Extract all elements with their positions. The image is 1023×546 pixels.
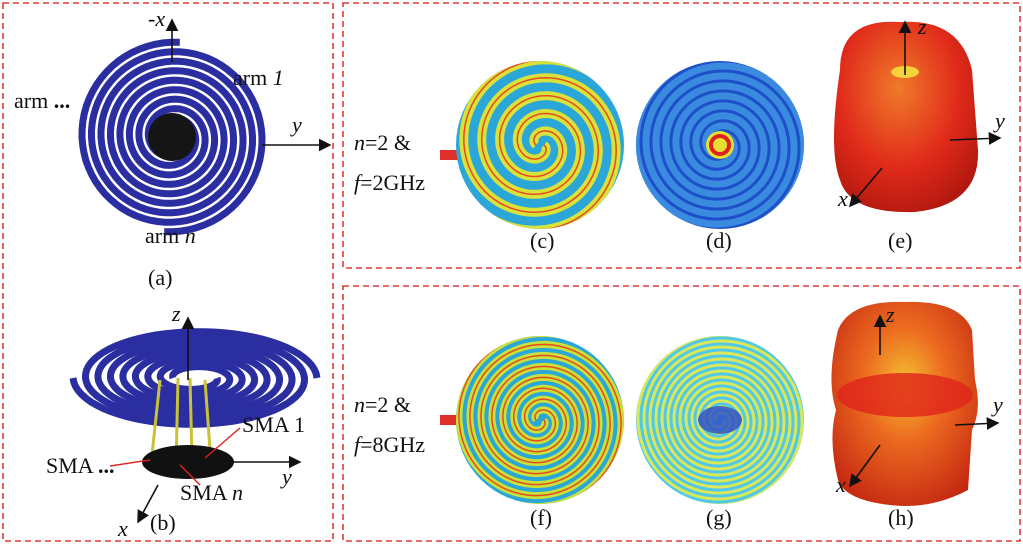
axis-label: z [171, 301, 181, 326]
caption: (c) [530, 228, 554, 253]
sma-label: SMA 1 [242, 412, 305, 437]
condition-var: n [354, 130, 365, 155]
sma-label-text: SMA [46, 453, 94, 478]
sma-label-text: SMA [180, 480, 228, 505]
condition-text: =2 & [365, 392, 411, 417]
hotspot [698, 406, 742, 434]
current-map [426, 301, 654, 540]
arm-label-text: arm [145, 223, 179, 248]
feed-region [148, 113, 196, 161]
arm-label-index: 1 [273, 65, 284, 90]
arm-label-index: ... [54, 88, 71, 113]
axis-label: y [991, 392, 1003, 417]
spiral-antenna-3d [73, 332, 317, 425]
axis-label: -x [148, 6, 165, 31]
axis-label: x [835, 472, 846, 497]
axis-label: z [917, 14, 927, 39]
condition: f=2GHz [354, 170, 425, 195]
axis-label: z [885, 302, 895, 327]
condition-var: n [354, 392, 365, 417]
condition-text: =8GHz [360, 432, 425, 457]
sma-label: SMA n [180, 480, 243, 505]
caption: (a) [148, 265, 172, 290]
axis-label: x [837, 186, 848, 211]
caption: (g) [706, 505, 732, 530]
arm-label: arm 1 [233, 65, 284, 90]
condition-text: =2 & [365, 130, 411, 155]
pattern-highlight [837, 373, 973, 417]
arm-label-text: arm [233, 65, 267, 90]
sma-label-index: ... [98, 453, 115, 478]
caption: (d) [706, 228, 732, 253]
caption: (f) [530, 505, 552, 530]
condition: f=8GHz [354, 432, 425, 457]
sma-label: SMA ... [46, 453, 114, 478]
arm-label-text: arm [14, 88, 48, 113]
condition-text: =2GHz [360, 170, 425, 195]
radiation-pattern [834, 22, 978, 212]
caption: (e) [888, 228, 912, 253]
sma-label-index: n [232, 480, 243, 505]
caption: (b) [150, 510, 176, 535]
condition: n=2 & [354, 392, 411, 417]
arm-label-index: n [185, 223, 196, 248]
figure: -x y arm 1 arm ... arm n (a) z y x SMA 1… [0, 0, 1023, 546]
arm-label: arm n [145, 223, 196, 248]
axis-label: y [280, 464, 292, 489]
caption: (h) [888, 505, 914, 530]
axis-label: x [117, 516, 128, 541]
axis-label: y [993, 108, 1005, 133]
axis-label: y [290, 112, 302, 137]
arm-label: arm ... [14, 88, 70, 113]
condition: n=2 & [354, 130, 411, 155]
current-map [602, 305, 838, 535]
